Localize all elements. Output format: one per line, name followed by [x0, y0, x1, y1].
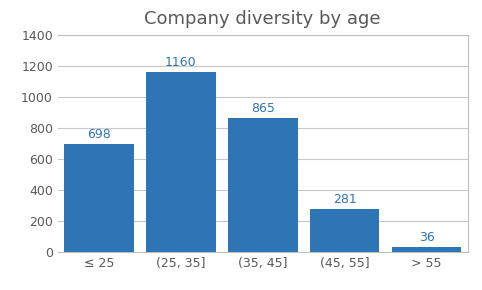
Text: 36: 36: [419, 231, 434, 244]
Bar: [228, 118, 297, 252]
Text: 865: 865: [251, 102, 275, 115]
Bar: [64, 144, 134, 252]
Text: 281: 281: [333, 193, 357, 206]
Bar: [392, 247, 461, 252]
Title: Company diversity by age: Company diversity by age: [145, 10, 381, 28]
Bar: [310, 209, 379, 252]
Text: 698: 698: [87, 128, 111, 141]
Bar: [146, 72, 215, 252]
Text: 1160: 1160: [165, 56, 197, 69]
